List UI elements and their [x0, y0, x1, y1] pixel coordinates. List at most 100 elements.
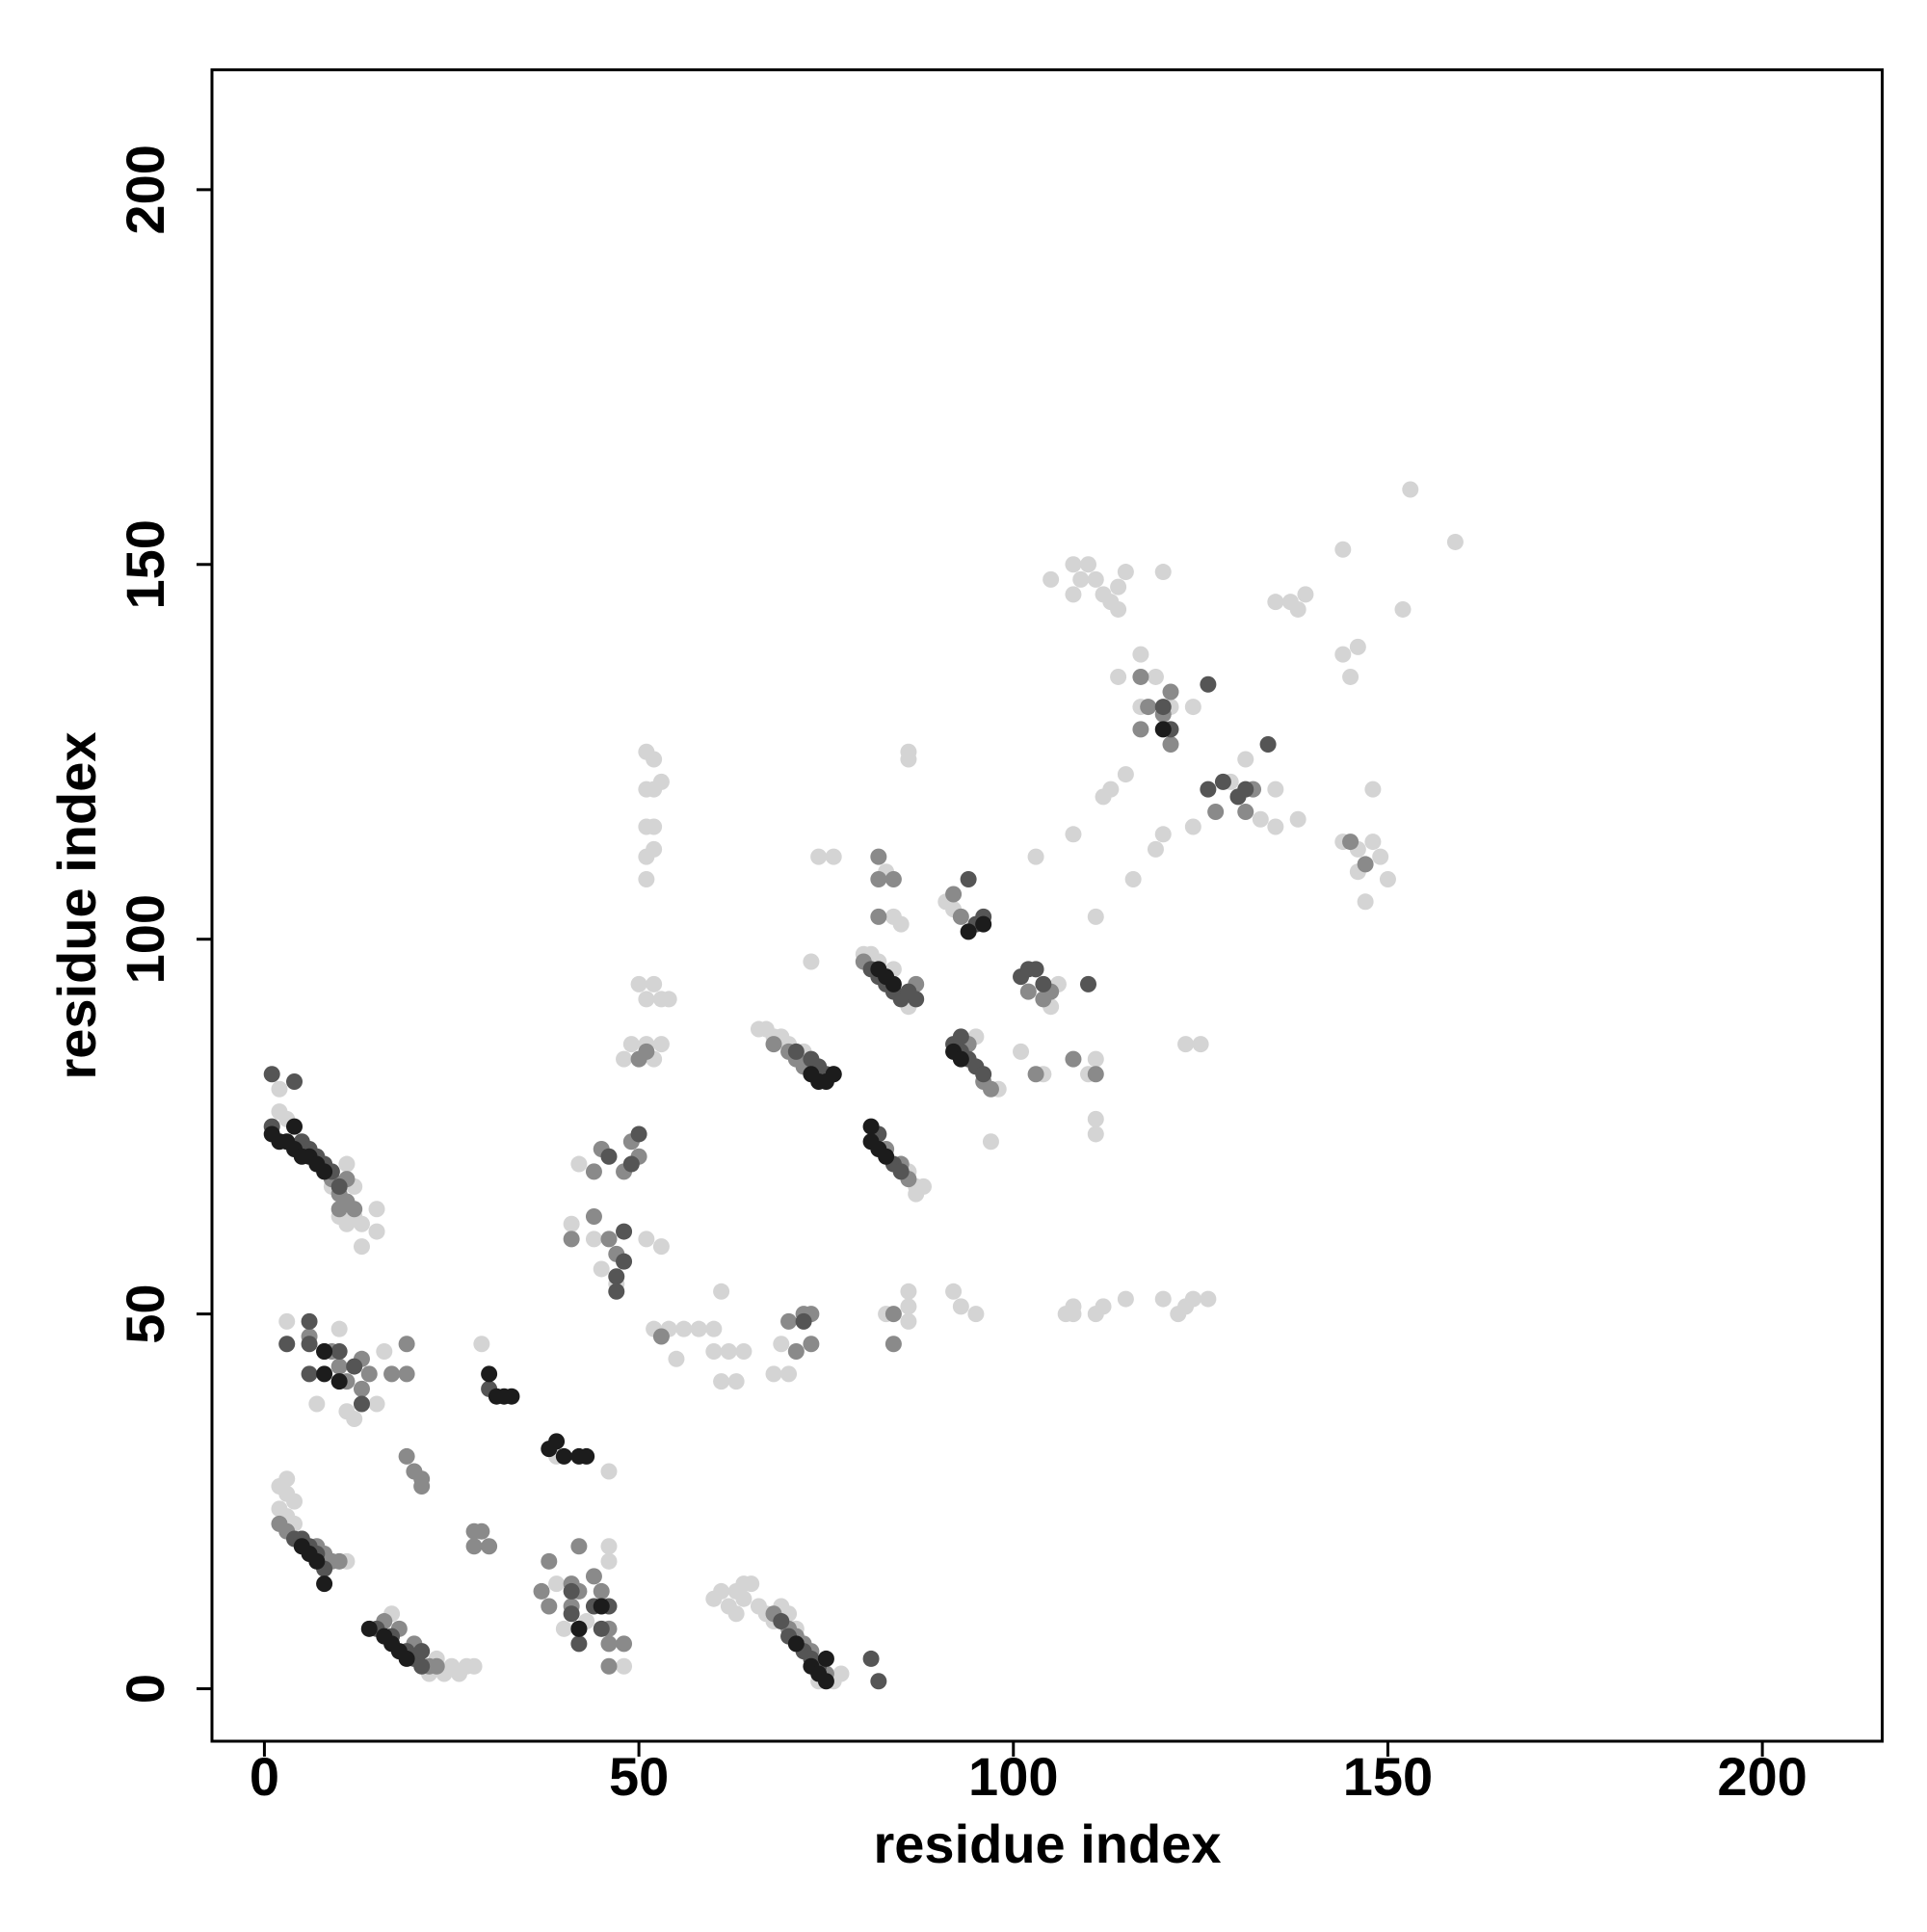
- point: [1110, 668, 1127, 685]
- point: [1132, 646, 1149, 663]
- point: [952, 1298, 969, 1315]
- point: [727, 1373, 745, 1390]
- point: [803, 953, 820, 970]
- point: [616, 1223, 633, 1240]
- point: [646, 840, 663, 858]
- point: [727, 1582, 745, 1600]
- point: [286, 1072, 304, 1090]
- point: [1200, 781, 1217, 798]
- point: [1162, 735, 1179, 753]
- point: [316, 1365, 333, 1383]
- point: [1065, 586, 1082, 603]
- point: [1357, 856, 1374, 873]
- point: [773, 1336, 790, 1353]
- point: [735, 1343, 752, 1361]
- point: [638, 1231, 655, 1248]
- point: [1364, 781, 1382, 798]
- point: [1117, 564, 1134, 581]
- point: [465, 1657, 483, 1675]
- point: [1065, 1050, 1082, 1068]
- point: [690, 1320, 707, 1337]
- point: [1170, 1306, 1187, 1323]
- point: [1043, 570, 1060, 588]
- point: [1267, 594, 1284, 611]
- point: [360, 1365, 378, 1383]
- point: [646, 818, 663, 835]
- point: [1087, 1050, 1104, 1068]
- point: [353, 1395, 370, 1413]
- point: [1237, 803, 1254, 820]
- point: [278, 1336, 296, 1353]
- point: [652, 773, 670, 790]
- point: [713, 1283, 730, 1300]
- point: [1237, 751, 1254, 768]
- point: [810, 848, 828, 865]
- point: [817, 1650, 834, 1667]
- point: [481, 1538, 498, 1555]
- point: [1154, 826, 1172, 843]
- point: [646, 751, 663, 768]
- point: [1184, 818, 1201, 835]
- point: [1087, 1066, 1104, 1083]
- point: [1087, 1125, 1104, 1143]
- point: [1214, 773, 1231, 790]
- plot-frame: [210, 67, 1884, 1743]
- point: [952, 1050, 969, 1068]
- point: [330, 1201, 348, 1218]
- point: [1267, 818, 1284, 835]
- point: [787, 1635, 805, 1653]
- point: [870, 870, 887, 887]
- point: [593, 1582, 610, 1600]
- point: [428, 1657, 445, 1675]
- point: [1154, 564, 1172, 581]
- point: [675, 1320, 693, 1337]
- point: [870, 848, 887, 865]
- point: [353, 1215, 370, 1232]
- point: [817, 1673, 834, 1690]
- point: [1342, 834, 1359, 851]
- point: [1140, 699, 1157, 716]
- point: [900, 751, 917, 768]
- point: [720, 1343, 737, 1361]
- point: [368, 1201, 385, 1218]
- point: [1177, 1036, 1195, 1053]
- point: [884, 1306, 902, 1323]
- point: [713, 1373, 730, 1390]
- point: [780, 1365, 798, 1383]
- point: [330, 1320, 348, 1337]
- point: [1297, 586, 1314, 603]
- point: [765, 1365, 782, 1383]
- point: [652, 1238, 670, 1256]
- point: [1200, 1290, 1217, 1308]
- point: [578, 1447, 595, 1465]
- point: [1184, 699, 1201, 716]
- point: [353, 1380, 370, 1397]
- point: [1207, 803, 1225, 820]
- point: [271, 1478, 288, 1495]
- point: [585, 1231, 602, 1248]
- point: [1402, 481, 1419, 498]
- point: [278, 1312, 296, 1330]
- point: [368, 1223, 385, 1240]
- y-axis-title: residue index: [46, 731, 107, 1079]
- x-tick-label: 150: [1343, 1746, 1433, 1807]
- point: [825, 1066, 842, 1083]
- point: [1357, 893, 1374, 911]
- point: [1065, 826, 1082, 843]
- point: [570, 1635, 588, 1653]
- point: [1132, 668, 1149, 685]
- point: [1237, 781, 1254, 798]
- point: [555, 1620, 572, 1637]
- point: [600, 1538, 618, 1555]
- point: [975, 1066, 992, 1083]
- point: [600, 1657, 618, 1675]
- point: [338, 1155, 356, 1173]
- point: [286, 1118, 304, 1135]
- x-axis-title: residue index: [873, 1813, 1221, 1874]
- point: [1087, 908, 1104, 925]
- point: [884, 1336, 902, 1353]
- point: [413, 1643, 431, 1660]
- point: [585, 1208, 602, 1226]
